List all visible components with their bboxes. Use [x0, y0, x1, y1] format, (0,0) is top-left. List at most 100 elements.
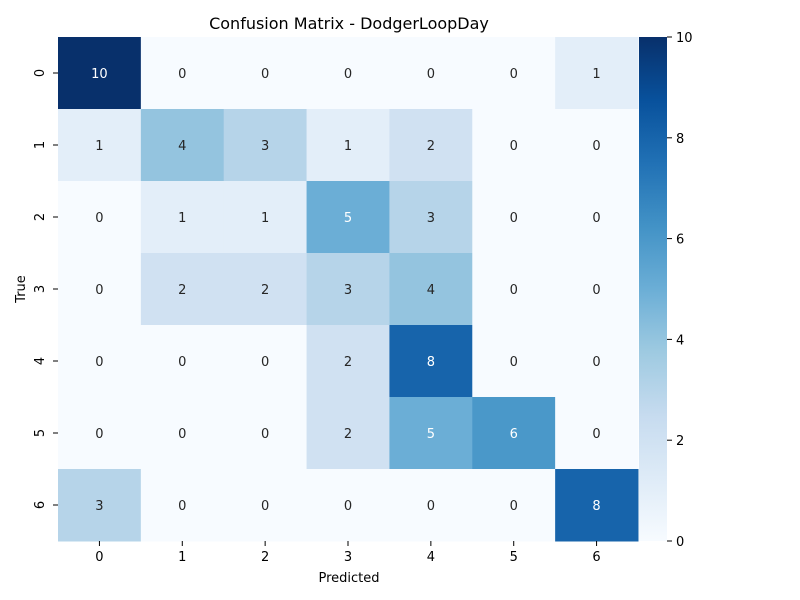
- x-tick-label-6: 6: [592, 550, 600, 565]
- heatmap-cell-5-3: [306, 397, 390, 470]
- cell-value-3-3: 3: [344, 283, 352, 298]
- heatmap-cell-2-1: [140, 181, 225, 254]
- y-tick-label-6: 6: [33, 501, 48, 509]
- cell-value-3-0: 0: [95, 283, 103, 298]
- cell-value-0-5: 0: [510, 67, 518, 82]
- heatmap-cell-4-3: [306, 325, 390, 398]
- x-axis-ticks: 0 1 2 3 4 5 6: [95, 541, 601, 565]
- cell-value-3-5: 0: [510, 283, 518, 298]
- cell-value-2-3: 5: [344, 211, 352, 226]
- heatmap-cell-1-4: [389, 109, 473, 182]
- heatmap-cell-2-6: [555, 181, 639, 254]
- y-tick-label-4: 4: [33, 357, 48, 365]
- cell-value-5-3: 2: [344, 427, 352, 442]
- heatmap-cell-1-5: [472, 109, 556, 182]
- cell-value-6-6: 8: [592, 499, 600, 514]
- heatmap-cell-0-4: [389, 37, 473, 110]
- x-tick-label-1: 1: [178, 550, 186, 565]
- cell-value-5-2: 0: [261, 427, 269, 442]
- cell-value-4-0: 0: [95, 355, 103, 370]
- heatmap-cell-2-4: [389, 181, 473, 254]
- heatmap-cell-6-0: [58, 469, 142, 542]
- heatmap-cell-1-2: [223, 109, 308, 182]
- cell-value-1-2: 3: [261, 139, 269, 154]
- cell-value-5-0: 0: [95, 427, 103, 442]
- cell-value-4-2: 0: [261, 355, 269, 370]
- cell-value-1-5: 0: [510, 139, 518, 154]
- cell-value-5-1: 0: [178, 427, 186, 442]
- cell-value-0-0: 10: [91, 67, 108, 82]
- cell-value-2-6: 0: [592, 211, 600, 226]
- y-axis-label: True: [14, 275, 29, 304]
- heatmap-cell-4-0: [58, 325, 142, 398]
- cell-value-3-6: 0: [592, 283, 600, 298]
- heatmap-cell-labels: 10 0 0 0 0 0 1 1 4 3 1 2 0 0 0 1 1 5 3 0 0 0 2 2 3 4 0 0 0 0 0 2 8 0 0 0 0 0 2…: [91, 67, 601, 514]
- x-tick-label-5: 5: [510, 550, 518, 565]
- cell-value-2-0: 0: [95, 211, 103, 226]
- cell-value-2-4: 3: [427, 211, 435, 226]
- heatmap-cell-3-6: [555, 253, 639, 326]
- cell-value-1-4: 2: [427, 139, 435, 154]
- cell-value-1-6: 0: [592, 139, 600, 154]
- heatmap-cell-0-6: [555, 37, 639, 110]
- cell-value-2-1: 1: [178, 211, 186, 226]
- heatmap-cell-6-6: [555, 469, 639, 542]
- y-tick-label-3: 3: [33, 285, 48, 293]
- cell-value-3-2: 2: [261, 283, 269, 298]
- cell-value-0-2: 0: [261, 67, 269, 82]
- cell-value-6-5: 0: [510, 499, 518, 514]
- heatmap-cell-5-0: [58, 397, 142, 470]
- heatmap-cell-4-5: [472, 325, 556, 398]
- cell-value-1-3: 1: [344, 139, 352, 154]
- colorbar-tick-label-8: 8: [676, 132, 684, 147]
- heatmap-cell-4-4: [389, 325, 473, 398]
- heatmap-cell-3-4: [389, 253, 473, 326]
- cell-value-6-2: 0: [261, 499, 269, 514]
- heatmap-cell-6-4: [389, 469, 473, 542]
- heatmap-cell-1-0: [58, 109, 142, 182]
- heatmap-cell-4-6: [555, 325, 639, 398]
- heatmap-cell-0-2: [223, 37, 308, 110]
- cell-value-2-5: 0: [510, 211, 518, 226]
- cell-value-1-0: 1: [95, 139, 103, 154]
- heatmap-cell-5-5: [472, 397, 556, 470]
- cell-value-0-6: 1: [592, 67, 600, 82]
- cell-value-6-0: 3: [95, 499, 103, 514]
- heatmap-cell-0-3: [306, 37, 390, 110]
- cell-value-0-1: 0: [178, 67, 186, 82]
- cell-value-6-1: 0: [178, 499, 186, 514]
- x-tick-label-0: 0: [95, 550, 103, 565]
- y-tick-label-0: 0: [33, 69, 48, 77]
- y-tick-label-2: 2: [33, 213, 48, 221]
- cell-value-5-5: 6: [510, 427, 518, 442]
- cell-value-0-3: 0: [344, 67, 352, 82]
- x-tick-label-2: 2: [261, 550, 269, 565]
- heatmap-cell-0-1: [140, 37, 225, 110]
- cell-value-3-4: 4: [427, 283, 435, 298]
- colorbar-ticks: 0 2 4 6 8 10: [667, 31, 693, 550]
- heatmap-cell-5-2: [223, 397, 308, 470]
- heatmap-cell-3-1: [140, 253, 225, 326]
- cell-value-4-6: 0: [592, 355, 600, 370]
- x-axis-label: Predicted: [318, 571, 379, 586]
- cell-value-5-4: 5: [427, 427, 435, 442]
- heatmap-cell-1-1: [140, 109, 225, 182]
- colorbar-tick-label-2: 2: [676, 434, 684, 449]
- heatmap-cell-3-3: [306, 253, 390, 326]
- cell-value-4-3: 2: [344, 355, 352, 370]
- cell-value-6-3: 0: [344, 499, 352, 514]
- heatmap-cell-3-0: [58, 253, 142, 326]
- heatmap-cell-2-5: [472, 181, 556, 254]
- y-tick-label-1: 1: [33, 141, 48, 149]
- cell-value-5-6: 0: [592, 427, 600, 442]
- y-tick-label-5: 5: [33, 429, 48, 437]
- heatmap-cell-6-3: [306, 469, 390, 542]
- chart-title: Confusion Matrix - DodgerLoopDay: [209, 14, 489, 33]
- heatmap-cell-3-2: [223, 253, 308, 326]
- heatmap-cell-1-6: [555, 109, 639, 182]
- cell-value-4-5: 0: [510, 355, 518, 370]
- colorbar-tick-label-4: 4: [676, 333, 684, 348]
- heatmap-cell-2-2: [223, 181, 308, 254]
- heatmap-cell-5-6: [555, 397, 639, 470]
- x-tick-label-4: 4: [427, 550, 435, 565]
